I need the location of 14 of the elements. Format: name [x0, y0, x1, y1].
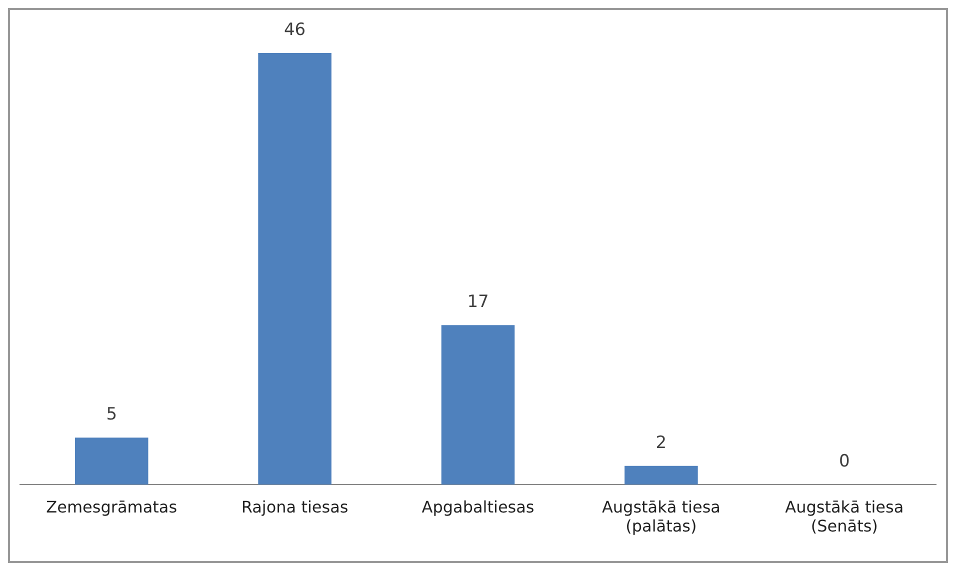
- data-label: 46: [284, 20, 306, 40]
- data-label: 2: [656, 432, 667, 453]
- bar: [258, 52, 332, 485]
- x-tick-label: Apgabaltiesas: [422, 497, 534, 516]
- data-label: 5: [106, 404, 118, 425]
- x-tick-label: Augstākā tiesa (Senāts): [785, 497, 904, 536]
- x-tick-label: Zemesgrāmatas: [46, 497, 178, 516]
- x-tick-label: Rajona tiesas: [241, 497, 348, 516]
- data-label: 0: [838, 452, 850, 472]
- data-label: 17: [467, 292, 489, 312]
- bar: [624, 466, 698, 485]
- x-tick-label: Augstākā tiesa (palātas): [602, 497, 720, 536]
- bar: [441, 325, 515, 485]
- bar: [74, 438, 148, 485]
